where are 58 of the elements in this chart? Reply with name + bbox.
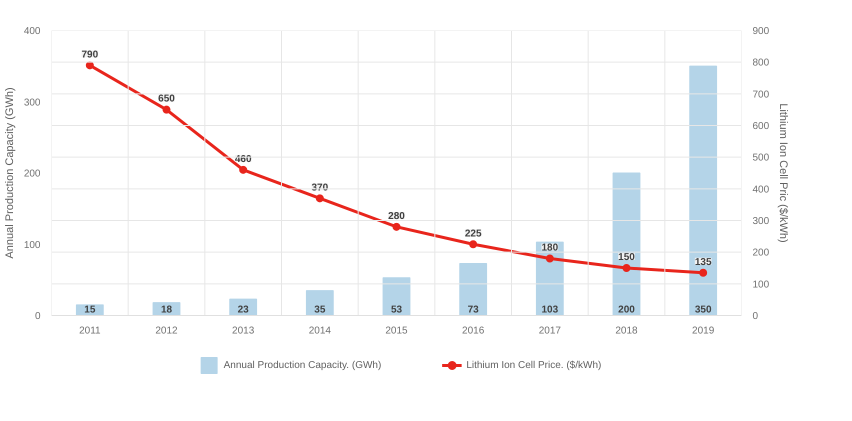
- bar: [689, 66, 718, 316]
- data-label: 135: [694, 256, 712, 268]
- x-tick-label: 2016: [462, 326, 485, 336]
- data-label: 150: [618, 252, 636, 263]
- bar: [306, 290, 334, 316]
- x-tick-label: 2012: [155, 326, 178, 336]
- point: [239, 166, 248, 174]
- y2-tick-label: 600: [752, 121, 770, 132]
- bar: [459, 262, 488, 316]
- y2-tick-label: 0: [752, 311, 758, 322]
- data-label: 18: [160, 304, 172, 316]
- x-tick-label: 2013: [232, 326, 255, 336]
- y-tick-label: 0: [34, 311, 41, 322]
- y2-tick-label: 800: [752, 58, 770, 69]
- data-label: 23: [238, 304, 250, 316]
- point: [392, 222, 400, 231]
- data-label: 280: [388, 210, 406, 222]
- point: [546, 254, 554, 262]
- y2-tick-label: 400: [752, 184, 770, 196]
- y2-tick-label: 300: [752, 216, 770, 227]
- bar: [612, 172, 640, 316]
- x-tick-label: 2018: [615, 326, 638, 336]
- point: [699, 268, 708, 277]
- y2-tick-label: 700: [752, 89, 770, 100]
- y2-tick-label: 100: [752, 279, 770, 290]
- data-label: 200: [618, 304, 636, 316]
- y2-tick-label: 200: [752, 248, 770, 259]
- data-label: 790: [81, 49, 99, 60]
- point: [86, 61, 94, 70]
- data-label: 180: [541, 242, 559, 254]
- data-label: 225: [464, 228, 482, 240]
- data-label: 650: [158, 94, 176, 105]
- point: [622, 264, 630, 272]
- y2-axis-title: Lithium Ion Cell Pric ($/kWh): [777, 103, 790, 243]
- y-tick-label: 400: [24, 26, 41, 37]
- bar: [382, 277, 410, 316]
- y-tick-label: 100: [24, 240, 41, 251]
- data-label: 73: [468, 304, 480, 316]
- point: [162, 106, 170, 114]
- legend-label: Annual Production Capacity. (GWh): [224, 360, 382, 370]
- y2-tick-label: 900: [752, 26, 770, 37]
- y-axis-title: Annual Production Capacity (GWh): [4, 87, 16, 259]
- point: [316, 194, 324, 202]
- x-tick-label: 2015: [385, 326, 408, 336]
- x-tick-label: 2019: [692, 326, 715, 336]
- point: [469, 240, 478, 248]
- y2-tick-label: 500: [752, 152, 770, 164]
- data-label: 15: [84, 304, 96, 316]
- data-label: 350: [694, 304, 712, 316]
- y-tick-label: 300: [24, 97, 41, 108]
- data-label: 103: [541, 304, 559, 316]
- data-label: 53: [390, 304, 402, 316]
- x-tick-label: 2017: [538, 326, 562, 336]
- data-label: 35: [314, 304, 326, 316]
- x-tick-label: 2011: [79, 326, 102, 336]
- legend-label: Lithium Ion Cell Price. ($/kWh): [466, 360, 602, 370]
- x-tick-label: 2014: [308, 326, 332, 336]
- y-tick-label: 200: [24, 168, 41, 180]
